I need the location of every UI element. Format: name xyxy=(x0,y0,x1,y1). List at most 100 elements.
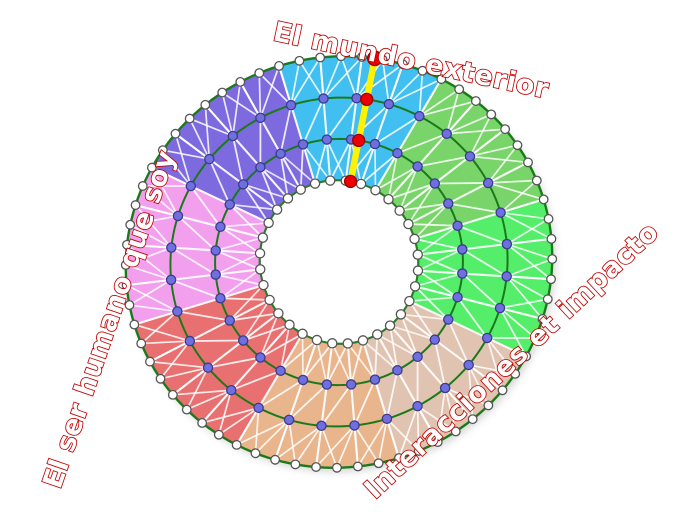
outer-rim-node[interactable] xyxy=(352,461,363,472)
ring-node[interactable] xyxy=(316,420,327,432)
outer-rim-node[interactable] xyxy=(432,437,443,448)
ring-node[interactable] xyxy=(226,384,237,396)
inner-rim-node[interactable] xyxy=(370,184,381,196)
inner-rim-node[interactable] xyxy=(311,334,323,346)
ring-node[interactable] xyxy=(452,220,463,231)
inner-rim-node[interactable] xyxy=(309,178,321,189)
inner-rim-node[interactable] xyxy=(412,249,424,260)
outer-rim-node[interactable] xyxy=(413,446,424,456)
ring-node[interactable] xyxy=(297,374,309,386)
outer-rim-node[interactable] xyxy=(294,55,305,66)
ring-node[interactable] xyxy=(482,177,494,189)
outer-rim-node[interactable] xyxy=(250,448,261,459)
ring-node[interactable] xyxy=(253,402,264,414)
outer-rim-node[interactable] xyxy=(130,200,141,211)
inner-rim-node[interactable] xyxy=(409,233,420,245)
inner-rim-node[interactable] xyxy=(412,265,424,276)
ring-node[interactable] xyxy=(412,351,423,363)
ring-node[interactable] xyxy=(381,413,393,425)
outer-rim-node[interactable] xyxy=(315,52,326,63)
inner-rim-node[interactable] xyxy=(357,335,369,346)
ring-node[interactable] xyxy=(369,374,381,385)
outer-rim-node[interactable] xyxy=(146,162,157,173)
sector-tan-sector[interactable] xyxy=(236,333,399,468)
inner-rim-node[interactable] xyxy=(284,319,295,331)
outer-rim-node[interactable] xyxy=(470,96,481,107)
ring-node[interactable] xyxy=(452,291,463,303)
outer-rim-node[interactable] xyxy=(521,351,532,362)
outer-rim-node[interactable] xyxy=(332,462,342,473)
outer-rim-node[interactable] xyxy=(537,313,548,324)
outer-rim-node[interactable] xyxy=(121,280,132,291)
outer-rim-node[interactable] xyxy=(217,87,228,98)
ring-node[interactable] xyxy=(412,400,423,412)
outer-rim-node[interactable] xyxy=(137,181,148,191)
outer-rim-node[interactable] xyxy=(231,439,242,450)
ring-node[interactable] xyxy=(172,210,184,222)
inner-rim-node[interactable] xyxy=(264,294,275,306)
ring-node[interactable] xyxy=(463,359,474,371)
outer-rim-node[interactable] xyxy=(120,260,131,270)
outer-rim-node[interactable] xyxy=(270,454,281,465)
outer-rim-node[interactable] xyxy=(155,373,166,384)
highlight-node[interactable] xyxy=(352,133,366,148)
ring-node[interactable] xyxy=(345,379,357,390)
outer-rim-node[interactable] xyxy=(393,453,404,463)
ring-node[interactable] xyxy=(441,128,452,140)
ring-node[interactable] xyxy=(202,362,214,373)
outer-rim-node[interactable] xyxy=(546,233,557,244)
inner-rim-node[interactable] xyxy=(254,264,266,275)
inner-rim-node[interactable] xyxy=(403,218,414,230)
outer-rim-node[interactable] xyxy=(542,294,553,305)
graph-nodes[interactable] xyxy=(120,50,558,473)
ring-node[interactable] xyxy=(443,314,454,325)
ring-node[interactable] xyxy=(172,306,183,317)
yellow-highlight-path[interactable] xyxy=(347,55,379,185)
ring-node[interactable] xyxy=(457,268,468,279)
ring-node[interactable] xyxy=(297,139,309,150)
inner-rim-node[interactable] xyxy=(395,309,407,320)
ring-node[interactable] xyxy=(429,334,441,345)
ring-node[interactable] xyxy=(481,332,493,344)
ring-node[interactable] xyxy=(495,207,506,218)
outer-rim-node[interactable] xyxy=(397,59,408,70)
ring-node[interactable] xyxy=(392,365,403,376)
inner-rim-node[interactable] xyxy=(342,338,354,349)
ring-node[interactable] xyxy=(237,179,249,190)
outer-rim-node[interactable] xyxy=(546,274,556,285)
ring-node[interactable] xyxy=(439,382,451,394)
inner-rim-node[interactable] xyxy=(394,205,405,216)
ring-node[interactable] xyxy=(383,98,395,110)
inner-rim-node[interactable] xyxy=(383,193,394,205)
outer-rim-node[interactable] xyxy=(122,239,132,250)
outer-rim-node[interactable] xyxy=(531,175,542,186)
outer-rim-node[interactable] xyxy=(523,157,533,168)
outer-rim-node[interactable] xyxy=(184,113,195,124)
outer-rim-node[interactable] xyxy=(157,145,168,156)
ring-node[interactable] xyxy=(255,112,266,124)
outer-rim-node[interactable] xyxy=(373,458,384,469)
outer-rim-node[interactable] xyxy=(254,68,265,78)
ring-node[interactable] xyxy=(215,292,226,304)
ring-node[interactable] xyxy=(255,161,266,173)
outer-rim-node[interactable] xyxy=(483,400,494,411)
outer-rim-node[interactable] xyxy=(467,414,478,425)
inner-rim-node[interactable] xyxy=(295,184,306,195)
ring-node[interactable] xyxy=(392,147,403,159)
inner-rim-node[interactable] xyxy=(263,217,274,229)
outer-rim-node[interactable] xyxy=(530,333,541,343)
outer-rim-node[interactable] xyxy=(125,219,136,230)
ring-node[interactable] xyxy=(429,178,441,189)
ring-node[interactable] xyxy=(275,148,286,159)
ring-node[interactable] xyxy=(210,269,221,280)
inner-rim-node[interactable] xyxy=(273,308,284,319)
outer-rim-node[interactable] xyxy=(167,389,178,400)
inner-rim-node[interactable] xyxy=(409,281,421,292)
ring-node[interactable] xyxy=(275,365,286,377)
inner-rim-node[interactable] xyxy=(257,232,269,243)
ring-node[interactable] xyxy=(321,379,333,390)
outer-rim-node[interactable] xyxy=(450,426,461,437)
outer-rim-node[interactable] xyxy=(547,254,558,264)
ring-node[interactable] xyxy=(443,198,454,209)
outer-rim-node[interactable] xyxy=(235,76,246,87)
